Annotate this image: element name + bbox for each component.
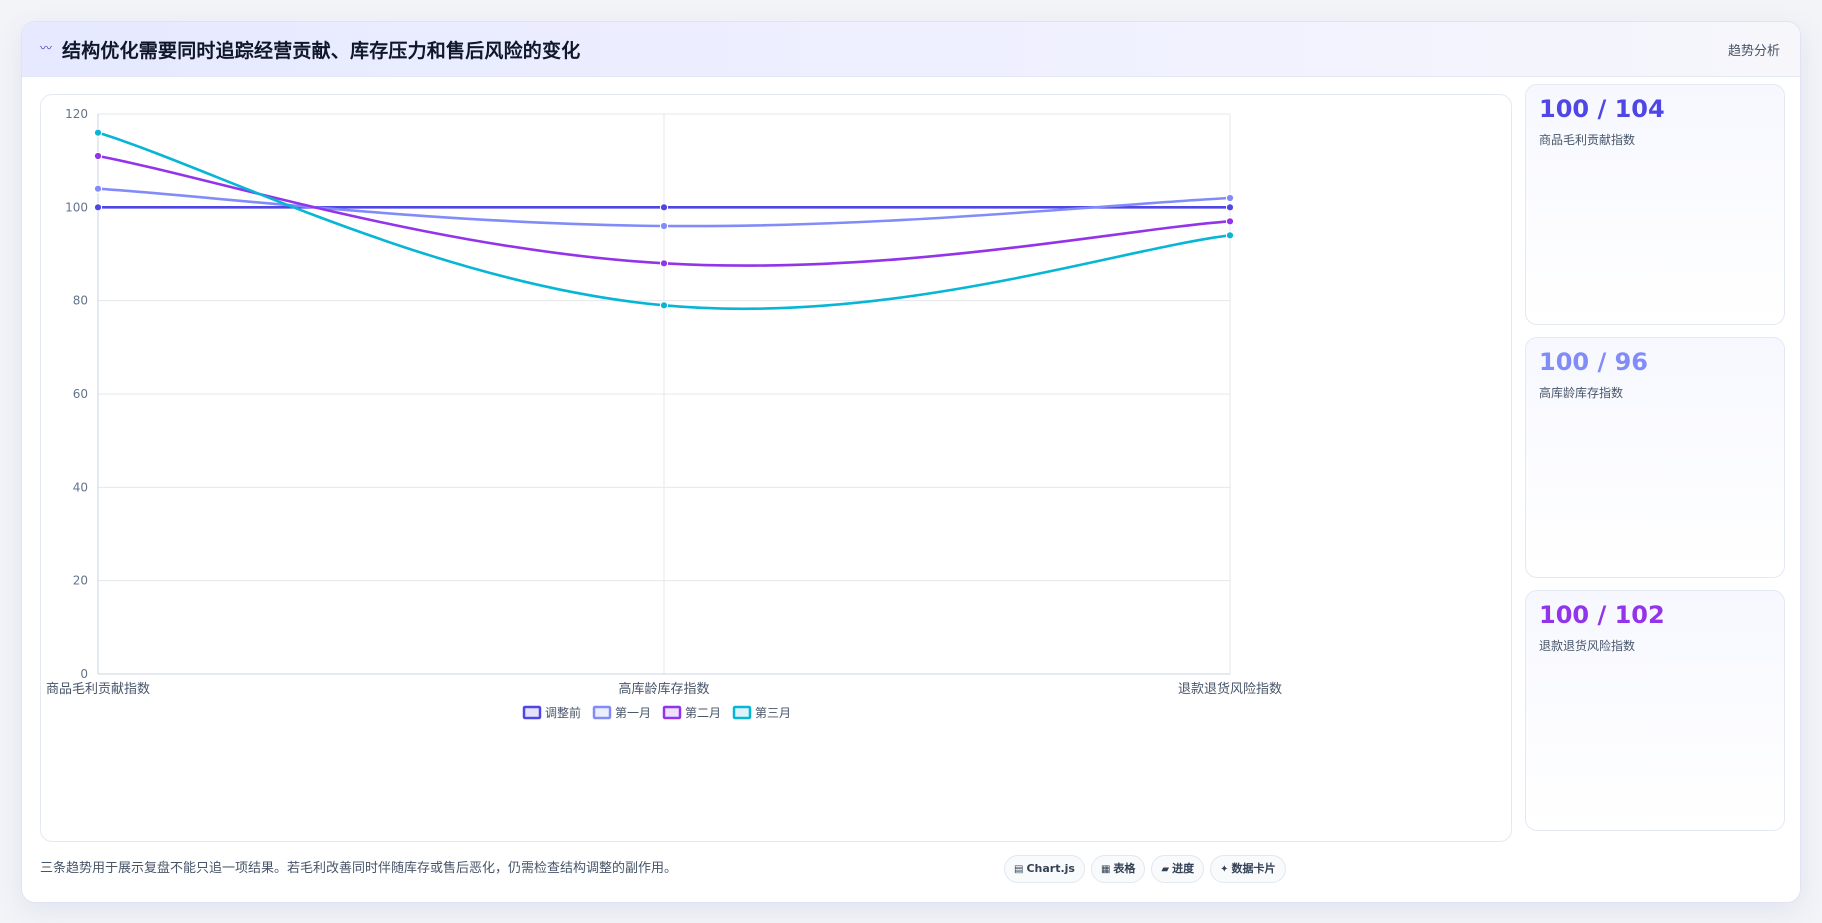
report-card: 〰 结构优化需要同时追踪经营贡献、库存压力和售后风险的变化 趋势分析 0 20 40… <box>21 21 1801 903</box>
legend-label: 调整前 <box>545 705 581 720</box>
line-chart-panel: 0 20 40 60 80 100 120 商品毛利贡献指数 高库龄库存指数 退款退货风险指数调整… <box>40 94 1512 842</box>
data-point <box>93 203 103 212</box>
metric-label: 商品毛利贡献指数 <box>1539 133 1636 147</box>
data-point <box>1225 193 1235 203</box>
footnote-text: 三条趋势用于展示复盘不能只追一项结果。若毛利改善同时伴随库存或售后恶化，仍需检查… <box>40 861 678 876</box>
metric-value: 100 / 104 <box>1539 95 1665 123</box>
data-point <box>659 203 669 212</box>
data-point <box>1225 217 1235 226</box>
y-tick-label: 100 <box>65 200 88 214</box>
x-tick-label: 高库龄库存指数 <box>618 681 709 697</box>
pill-chartjs[interactable]: ▤ Chart.js <box>1004 855 1085 883</box>
y-tick-label: 20 <box>73 574 88 588</box>
x-tick-label: 商品毛利贡献指数 <box>46 682 150 697</box>
legend-swatch <box>592 705 612 720</box>
data-point <box>93 151 103 161</box>
data-point <box>659 221 669 231</box>
legend-label: 第三月 <box>755 706 791 720</box>
legend-label: 第二月 <box>685 706 721 720</box>
data-point <box>93 184 103 193</box>
metric-label: 退款退货风险指数 <box>1539 639 1636 653</box>
sparkline-icon: 〰 <box>40 41 53 55</box>
data-point <box>659 259 669 268</box>
section-tag: 趋势分析 <box>1727 44 1780 59</box>
pill-label: 进度 <box>1172 862 1195 875</box>
metric-card-2: 100 / 102 退款退货风险指数 <box>1525 590 1785 831</box>
metric-label: 高库龄库存指数 <box>1539 386 1624 400</box>
metric-card-0: 100 / 104 商品毛利贡献指数 <box>1525 84 1785 325</box>
page-title: 结构优化需要同时追踪经营贡献、库存压力和售后风险的变化 <box>62 40 581 62</box>
metric-card-1: 100 / 96 高库龄库存指数 <box>1525 337 1785 578</box>
y-tick-label: 120 <box>65 107 88 121</box>
chart-icon: ▤ <box>1014 864 1024 875</box>
card-header: 〰 结构优化需要同时追踪经营贡献、库存压力和售后风险的变化 趋势分析 <box>22 22 1800 77</box>
y-tick-label: 0 <box>80 667 88 681</box>
y-tick-label: 40 <box>73 480 88 494</box>
table-icon: ▦ <box>1100 864 1111 875</box>
progress-icon: ▰ <box>1161 864 1170 875</box>
line-chart: 0 20 40 60 80 100 120 商品毛利贡献指数 高库龄库存指数 退款退货风险指数调整… <box>46 107 1282 720</box>
pill-data-card[interactable]: ✦ 数据卡片 <box>1210 855 1286 883</box>
view-switcher: ▤ Chart.js ▦ 表格 ▰ 进度 ✦ 数据卡片 <box>1004 855 1292 883</box>
y-tick-label: 80 <box>73 294 88 308</box>
data-point <box>1225 231 1235 240</box>
y-tick-label: 60 <box>73 387 88 401</box>
data-point <box>93 128 103 137</box>
legend-swatch <box>662 705 682 720</box>
legend-swatch <box>732 705 752 720</box>
data-point <box>659 301 669 310</box>
pill-label: Chart.js <box>1026 862 1075 875</box>
card-icon: ✦ <box>1220 864 1229 875</box>
x-tick-label: 退款退货风险指数 <box>1178 681 1282 697</box>
metric-value: 100 / 102 <box>1539 601 1665 629</box>
legend-swatch <box>522 705 542 720</box>
data-point <box>1225 203 1235 212</box>
metric-value: 100 / 96 <box>1539 348 1648 376</box>
legend-label: 第一月 <box>615 706 651 720</box>
pill-label: 表格 <box>1113 862 1136 875</box>
pill-table[interactable]: ▦ 表格 <box>1090 855 1146 883</box>
pill-progress[interactable]: ▰ 进度 <box>1151 855 1205 883</box>
pill-label: 数据卡片 <box>1231 862 1276 875</box>
